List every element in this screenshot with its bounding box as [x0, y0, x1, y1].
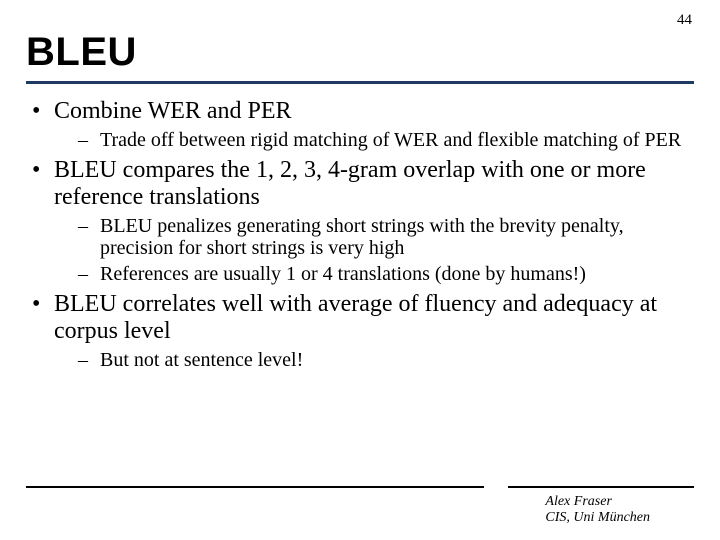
sub-bullet-list: Trade off between rigid matching of WER … [54, 129, 694, 151]
sub-bullet-list: BLEU penalizes generating short strings … [54, 215, 694, 285]
footer-affiliation: CIS, Uni München [545, 510, 650, 526]
slide-title: BLEU [26, 30, 694, 75]
bullet-list: Combine WER and PER Trade off between ri… [26, 98, 694, 371]
bullet-item: BLEU correlates well with average of flu… [26, 291, 694, 371]
footer-author: Alex Fraser [545, 494, 650, 510]
bullet-text: Combine WER and PER [54, 98, 292, 124]
sub-bullet-item: But not at sentence level! [54, 349, 694, 371]
footer-rule-right [508, 486, 694, 488]
sub-bullet-item: References are usually 1 or 4 translatio… [54, 263, 694, 285]
slide-body: Combine WER and PER Trade off between ri… [26, 98, 694, 520]
sub-bullet-item: BLEU penalizes generating short strings … [54, 215, 694, 260]
bullet-text: BLEU correlates well with average of flu… [54, 291, 657, 344]
sub-bullet-item: Trade off between rigid matching of WER … [54, 129, 694, 151]
sub-bullet-list: But not at sentence level! [54, 349, 694, 371]
bullet-item: Combine WER and PER Trade off between ri… [26, 98, 694, 151]
title-underline [26, 81, 694, 84]
bullet-text: BLEU compares the 1, 2, 3, 4-gram overla… [54, 157, 646, 210]
footer-credit: Alex Fraser CIS, Uni München [545, 494, 650, 526]
slide: 44 BLEU Combine WER and PER Trade off be… [0, 0, 720, 540]
footer-rule-left [26, 486, 484, 488]
bullet-item: BLEU compares the 1, 2, 3, 4-gram overla… [26, 157, 694, 285]
page-number: 44 [677, 12, 692, 29]
footer-rules [26, 486, 694, 488]
